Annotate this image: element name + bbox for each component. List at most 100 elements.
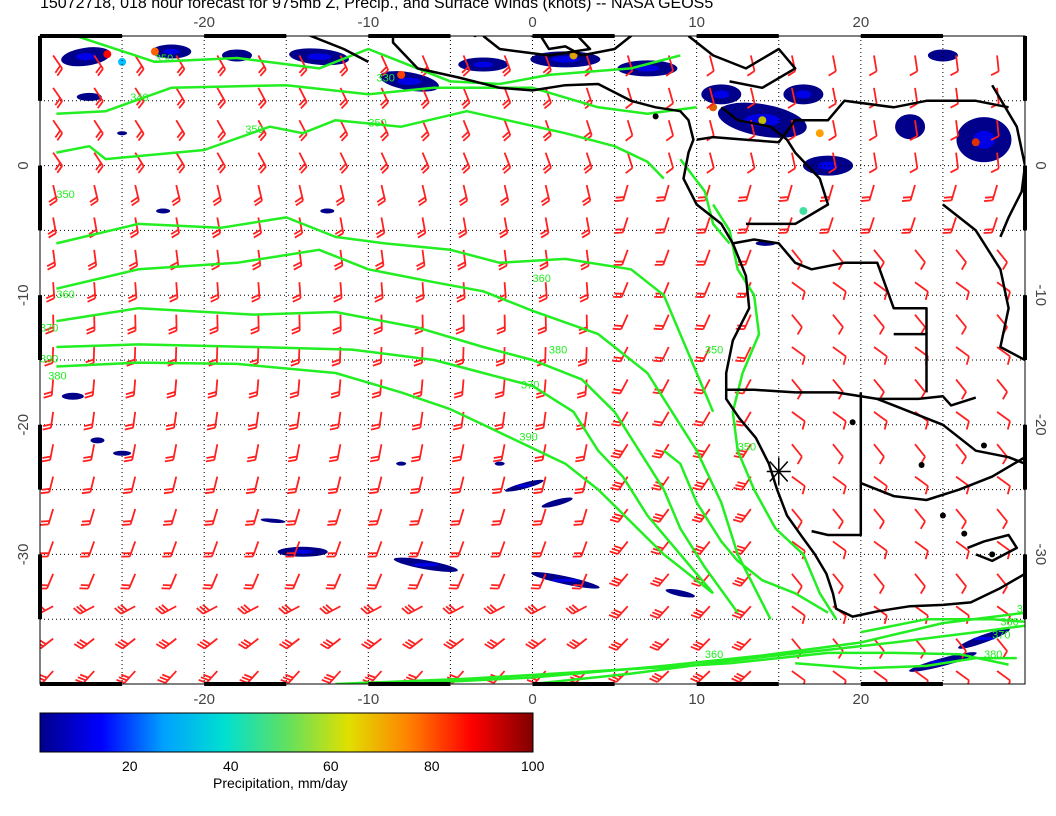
wind-barb: [80, 541, 96, 558]
barb-feather: [87, 297, 96, 303]
barb-shaft: [955, 378, 967, 393]
barb-feather: [300, 133, 308, 142]
wind-barb: [499, 217, 509, 239]
barb-feather: [326, 555, 336, 558]
barb-feather: [372, 362, 382, 367]
barb-feather: [411, 455, 421, 459]
colorbar-tick-label: 80: [424, 758, 440, 774]
barb-feather: [331, 358, 341, 364]
barb-feather: [965, 550, 970, 560]
contour-line: [679, 158, 731, 245]
barb-feather: [248, 394, 258, 399]
wind-barb: [455, 314, 465, 335]
precip-blob: [113, 450, 132, 456]
barb-feather: [1006, 356, 1011, 365]
barb-feather: [445, 641, 455, 648]
barb-feather: [443, 643, 452, 650]
barb-feather: [695, 545, 705, 550]
wind-barb: [914, 540, 929, 560]
barb-shaft: [914, 378, 926, 393]
barb-feather: [796, 456, 803, 465]
marker-stroke: [769, 460, 789, 482]
barb-feather: [212, 196, 221, 203]
barb-feather: [322, 605, 330, 613]
barb-feather: [484, 643, 493, 650]
wind-barb: [294, 184, 304, 207]
barb-feather: [453, 423, 463, 427]
barb-feather: [122, 491, 132, 495]
wind-barb: [368, 508, 383, 526]
barb-feather: [137, 133, 145, 142]
barb-feather: [534, 426, 544, 431]
barb-feather: [155, 643, 165, 650]
wind-barb: [566, 637, 588, 650]
barb-feather: [613, 608, 623, 614]
wind-barb: [996, 378, 1008, 400]
wind-barb: [955, 508, 967, 530]
barb-feather: [651, 486, 660, 491]
coastline: [391, 36, 1025, 618]
barb-feather: [656, 228, 665, 231]
barb-feather: [530, 587, 540, 590]
barb-shaft: [955, 540, 970, 552]
wind-barb: [372, 347, 383, 367]
barb-feather: [737, 513, 746, 518]
wind-barb: [492, 476, 506, 495]
barb-feather: [965, 680, 970, 684]
barb-feather: [169, 293, 178, 300]
barb-feather: [205, 459, 215, 463]
barb-feather: [494, 394, 504, 399]
wind-barb: [955, 346, 970, 365]
barb-feather: [665, 134, 674, 142]
barb-feather: [450, 584, 459, 587]
barb-feather: [961, 521, 967, 530]
barb-feather: [909, 167, 918, 174]
barb-feather: [842, 485, 847, 495]
barb-shaft: [832, 508, 844, 523]
barb-shaft: [667, 87, 674, 104]
barb-feather: [902, 228, 912, 231]
barb-feather: [54, 162, 61, 171]
wind-barb: [328, 444, 342, 463]
barb-feather: [368, 584, 377, 587]
wind-barb: [284, 573, 301, 590]
barb-feather: [83, 423, 93, 427]
barb-feather: [706, 70, 715, 77]
barb-feather: [380, 98, 388, 106]
barb-feather: [693, 515, 703, 520]
wind-barb: [328, 476, 342, 495]
barb-shaft: [873, 411, 888, 422]
frame-segment: [38, 295, 42, 360]
barb-feather: [360, 607, 368, 615]
barb-shaft: [955, 670, 970, 682]
wind-barb: [408, 541, 424, 558]
barb-feather: [1006, 421, 1011, 430]
wind-barb: [491, 508, 506, 526]
barb-shaft: [873, 281, 888, 293]
barb-shaft: [749, 152, 756, 169]
barb-feather: [285, 555, 294, 558]
barb-feather: [655, 260, 665, 263]
barb-feather: [656, 196, 666, 199]
barb-feather: [580, 264, 590, 271]
barb-shaft: [996, 55, 1000, 72]
wind-barb: [451, 476, 465, 495]
barb-feather: [334, 228, 344, 235]
barb-feather: [801, 421, 806, 430]
wind-barb: [409, 508, 424, 526]
wind-barb: [333, 282, 343, 303]
barb-feather: [779, 196, 789, 199]
wind-barb: [86, 314, 96, 335]
barb-feather: [402, 643, 411, 650]
barb-feather: [737, 292, 747, 295]
precip-blob: [260, 518, 286, 523]
wind-barb: [873, 670, 888, 684]
barb-shaft: [996, 346, 1011, 358]
barb-feather: [842, 291, 847, 301]
contour-label: 390: [1017, 604, 1035, 616]
barb-feather: [625, 70, 633, 77]
barb-feather: [654, 263, 664, 266]
barb-feather: [530, 638, 540, 645]
barb-feather: [237, 643, 247, 650]
wind-barb: [942, 184, 957, 202]
